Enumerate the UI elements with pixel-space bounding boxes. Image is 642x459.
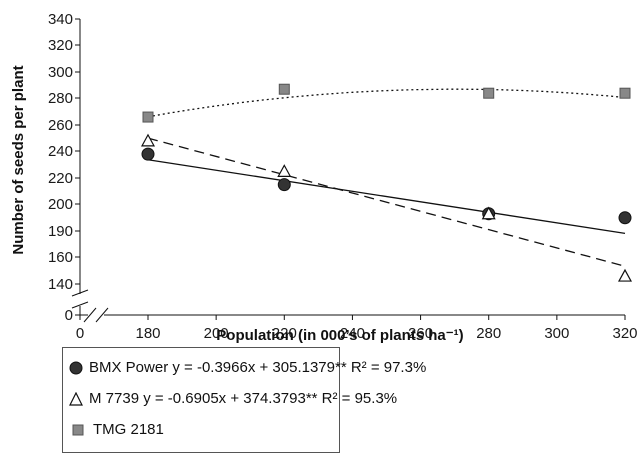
y-tick-label: 300 — [48, 64, 73, 81]
y-tick-label: 190 — [48, 223, 73, 240]
data-point-triangle — [140, 133, 156, 147]
y-axis-break-mark — [71, 289, 89, 297]
triangle-marker-icon — [69, 391, 83, 406]
x-tick-label: 320 — [612, 325, 637, 342]
legend-label: BMX Power y = -0.3966x + 305.1379** R² =… — [89, 359, 427, 376]
y-tick-label: 340 — [48, 11, 73, 28]
x-tick-label: 0 — [76, 325, 84, 342]
y-tick-label: 160 — [48, 249, 73, 266]
y-tick-label: 200 — [48, 196, 73, 213]
data-point-circle — [141, 147, 155, 161]
x-axis-break-mark — [95, 307, 109, 323]
x-tick-label: 200 — [204, 325, 229, 342]
y-tick-label: 260 — [48, 117, 73, 134]
x-axis-break-mark — [83, 307, 97, 323]
x-axis-title: Population (in 000’s of plants ha⁻¹) — [216, 327, 463, 344]
legend-label: TMG 2181 — [93, 421, 164, 438]
circle-marker-icon — [69, 361, 83, 375]
y-tick-label: 320 — [48, 37, 73, 54]
trendline — [147, 88, 626, 118]
y-axis-break-mark — [71, 301, 89, 309]
x-tick-label: 220 — [272, 325, 297, 342]
data-point-circle — [277, 178, 291, 192]
data-point-square — [483, 87, 495, 99]
axes: 0 140 160 190 200 220 240 260 280 300 320 340 0 180 20… — [48, 11, 638, 342]
x-tick-label: 280 — [476, 325, 501, 342]
x-tick-label: 240 — [340, 325, 365, 342]
data-point-square — [619, 87, 631, 99]
legend-item-bmx-power: BMX Power y = -0.3966x + 305.1379** R² =… — [69, 352, 426, 383]
data-point-triangle — [481, 206, 496, 220]
data-points — [140, 83, 633, 282]
data-point-square — [278, 83, 290, 95]
y-axis-title: Number of seeds per plant — [10, 65, 27, 254]
x-tick-label: 300 — [544, 325, 569, 342]
data-point-square — [142, 111, 154, 123]
y-tick-label: 140 — [48, 276, 73, 293]
legend: BMX Power y = -0.3966x + 305.1379** R² =… — [62, 347, 426, 453]
trendline — [147, 159, 626, 235]
y-tick-label: 280 — [48, 90, 73, 107]
legend-item-m-7739: M 7739 y = -0.6905x + 374.3793** R² = 95… — [69, 383, 397, 414]
x-tick-label: 180 — [135, 325, 160, 342]
y-tick-label: 0 — [65, 307, 73, 324]
legend-label: M 7739 y = -0.6905x + 374.3793** R² = 95… — [89, 390, 398, 407]
trendline — [147, 137, 626, 267]
legend-item-tmg-2181: TMG 2181 — [69, 414, 333, 445]
x-tick-label: 260 — [408, 325, 433, 342]
y-tick-label: 240 — [48, 143, 73, 160]
data-point-triangle — [277, 164, 292, 177]
data-point-circle — [618, 211, 632, 225]
data-point-triangle — [617, 268, 633, 282]
y-tick-label: 220 — [48, 170, 73, 187]
trendlines — [147, 88, 626, 267]
square-marker-icon — [69, 423, 87, 437]
